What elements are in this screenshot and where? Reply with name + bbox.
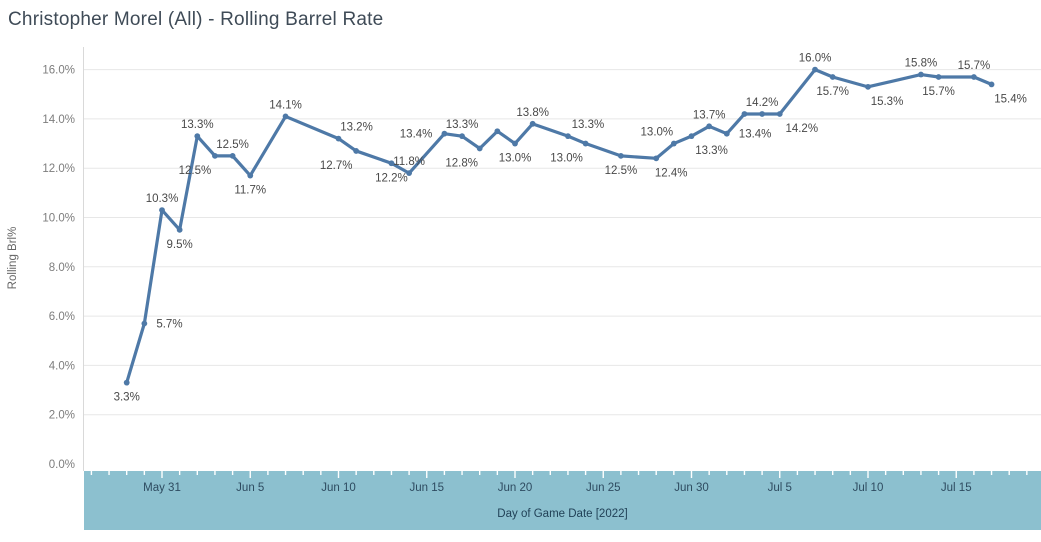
data-point-label: 11.8% (393, 156, 425, 168)
y-tick-label: 16.0% (42, 65, 75, 77)
data-point-label: 12.5% (179, 165, 212, 177)
data-point[interactable] (406, 170, 412, 177)
data-point-label: 13.7% (693, 109, 726, 121)
data-point[interactable] (123, 379, 130, 386)
data-point[interactable] (759, 111, 765, 117)
data-point[interactable] (918, 71, 924, 78)
x-tick-label: Jul 5 (768, 482, 792, 494)
data-point[interactable] (565, 133, 571, 140)
y-axis-title: Rolling Brl% (7, 227, 19, 290)
data-point[interactable] (741, 111, 748, 117)
data-point[interactable] (723, 130, 730, 137)
data-point-label: 14.1% (269, 99, 302, 111)
data-point[interactable] (335, 135, 342, 142)
data-point-label: 9.5% (167, 239, 193, 251)
data-point-label: 14.2% (746, 97, 779, 109)
y-tick-label: 6.0% (49, 311, 75, 323)
data-point-label: 3.3% (114, 392, 140, 404)
x-tick-label: Jun 15 (409, 482, 444, 494)
data-point-label: 13.8% (516, 107, 549, 119)
data-point-label: 15.3% (871, 96, 904, 108)
data-point-label: 15.7% (958, 60, 991, 72)
y-tick-label: 12.0% (42, 163, 75, 175)
data-point-label: 13.4% (400, 129, 433, 141)
x-tick-label: Jun 25 (586, 482, 621, 494)
data-point-label: 16.0% (799, 53, 832, 65)
data-point-label: 5.7% (156, 318, 182, 330)
data-point[interactable] (476, 145, 483, 152)
data-point[interactable] (176, 226, 183, 233)
data-point[interactable] (618, 152, 624, 159)
data-point[interactable] (441, 130, 448, 137)
data-point[interactable] (247, 172, 254, 179)
data-point-label: 13.3% (695, 145, 728, 157)
data-point-label: 13.0% (641, 127, 674, 139)
chart-title: Christopher Morel (All) - Rolling Barrel… (8, 9, 384, 30)
data-point-label: 13.0% (499, 153, 532, 165)
data-point[interactable] (512, 140, 518, 147)
data-point[interactable] (459, 133, 465, 140)
data-point[interactable] (935, 74, 942, 80)
data-point[interactable] (194, 133, 201, 140)
data-point-label: 13.3% (572, 119, 605, 131)
data-point[interactable] (812, 66, 818, 73)
x-tick-label: Jun 30 (674, 482, 709, 494)
data-point[interactable] (141, 320, 148, 327)
data-point-label: 14.2% (785, 123, 818, 135)
x-tick-label: Jun 10 (321, 482, 356, 494)
series-line (125, 67, 994, 385)
data-point[interactable] (988, 81, 995, 88)
data-point[interactable] (971, 74, 977, 80)
data-point-label: 15.7% (816, 86, 849, 98)
data-point-label: 15.8% (905, 58, 938, 70)
data-point[interactable] (653, 155, 660, 162)
data-point-label: 12.8% (445, 157, 478, 169)
data-point-label: 12.4% (655, 167, 688, 179)
x-axis-band (84, 471, 1041, 530)
data-point-label: 12.5% (216, 139, 249, 151)
data-point-label: 13.3% (446, 119, 479, 131)
y-tick-label: 14.0% (42, 114, 75, 126)
data-point[interactable] (494, 128, 501, 135)
y-tick-label: 4.0% (49, 360, 75, 372)
data-point[interactable] (282, 113, 289, 120)
x-tick-label: Jul 10 (853, 482, 884, 494)
x-tick-label: Jun 20 (498, 482, 533, 494)
data-point-label: 13.2% (340, 122, 373, 134)
data-point-label: 12.2% (375, 172, 408, 184)
data-point-label: 12.7% (320, 160, 353, 172)
data-point-label: 11.7% (234, 185, 266, 197)
data-point[interactable] (670, 140, 677, 147)
x-tick-label: Jun 5 (236, 482, 264, 494)
data-point-label: 10.3% (146, 193, 179, 205)
x-tick-label: May 31 (143, 482, 181, 494)
y-tick-label: 10.0% (42, 213, 75, 225)
data-point[interactable] (353, 148, 360, 154)
y-tick-label: 0.0% (49, 459, 75, 471)
x-axis-title: Day of Game Date [2022] (497, 508, 627, 520)
y-tick-label: 8.0% (49, 262, 75, 274)
data-point[interactable] (688, 133, 695, 140)
data-point-label: 12.5% (605, 165, 638, 177)
data-point-label: 13.3% (181, 119, 214, 131)
data-point[interactable] (159, 207, 165, 214)
data-point-label: 15.4% (994, 93, 1027, 105)
x-tick-label: Jul 15 (941, 482, 972, 494)
data-point[interactable] (388, 160, 395, 167)
data-point[interactable] (582, 140, 589, 147)
data-point[interactable] (829, 74, 836, 80)
data-point[interactable] (776, 111, 783, 117)
data-point[interactable] (529, 120, 536, 127)
data-point[interactable] (865, 83, 871, 90)
data-point-label: 13.0% (550, 153, 583, 165)
data-point[interactable] (706, 123, 713, 130)
data-point[interactable] (229, 152, 236, 159)
data-point-label: 13.4% (739, 129, 772, 141)
data-point[interactable] (212, 152, 218, 159)
data-point-label: 15.7% (922, 86, 955, 98)
y-tick-label: 2.0% (49, 410, 75, 422)
